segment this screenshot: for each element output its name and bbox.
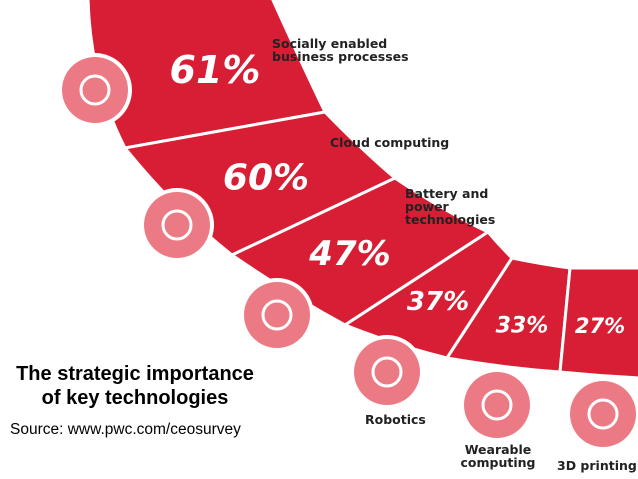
icon-glyph (161, 209, 193, 241)
value-label: 47% (309, 234, 391, 274)
icon-glyph (481, 389, 513, 421)
value-label: 33% (495, 313, 549, 339)
value-label: 60% (222, 157, 310, 199)
category-label: Cloud computing (330, 135, 450, 150)
value-label: 27% (574, 314, 626, 338)
category-label: Battery and power technologies (405, 186, 496, 228)
source-note: Source: www.pwc.com/ceosurvey (10, 421, 241, 438)
icon (354, 339, 420, 405)
icon (144, 192, 210, 258)
icon-glyph (371, 356, 403, 388)
ribbon-segment (558, 266, 638, 380)
category-label: Wearable computing (460, 442, 536, 471)
icon (244, 282, 310, 348)
icon-glyph (79, 74, 111, 106)
value-label: 61% (169, 48, 261, 92)
category-label: Socially enabled business processes (272, 36, 409, 65)
icon (464, 372, 530, 438)
category-label: 3D printing (557, 458, 637, 473)
icon (62, 57, 128, 123)
icon (570, 381, 636, 447)
icon-glyph (587, 398, 619, 430)
chart-title: The strategic importance of key technolo… (16, 363, 254, 409)
icon-glyph (261, 299, 293, 331)
value-label: 37% (406, 287, 470, 317)
category-label: Robotics (365, 412, 426, 427)
